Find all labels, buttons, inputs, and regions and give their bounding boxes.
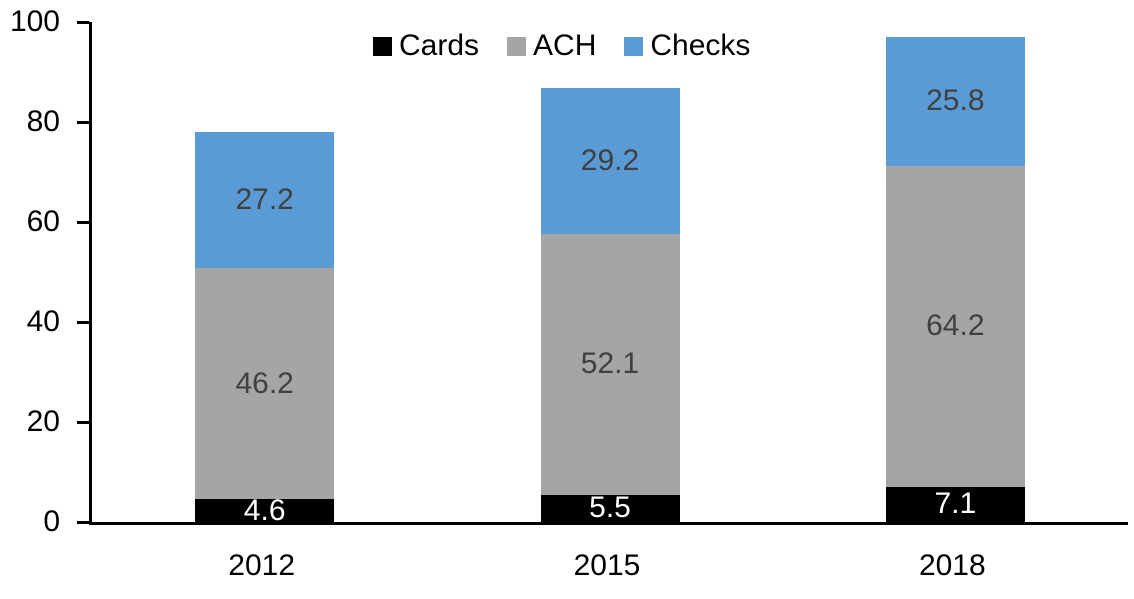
legend-item-checks: Checks [624,30,750,62]
cards-swatch-icon [373,36,392,56]
y-axis-tick [77,20,89,24]
bar-segment-value: 5.5 [589,491,631,525]
bar-2012: 4.6 46.2 27.2 [195,132,335,525]
bar-segment-value: 7.1 [934,487,977,521]
bar-segment-value: 27.2 [235,183,294,216]
legend: Cards ACH Checks [373,30,750,62]
legend-item-cards: Cards [373,30,479,62]
bar-segment-checks: 29.2 [540,88,680,234]
legend-item-ach: ACH [507,30,596,62]
y-axis-tick-label: 20 [26,405,60,438]
y-axis-tick [77,320,89,324]
bar-segment-value: 4.6 [243,493,286,527]
y-axis-tick-label: 0 [43,505,60,538]
bar-segment-value: 29.2 [580,144,640,177]
legend-label-cards: Cards [399,29,480,62]
checks-swatch-icon [624,36,644,56]
plot-area: 4.6 46.2 27.2 5.5 52.1 29.2 7.1 64.2 25.8 [89,22,1128,525]
legend-label-checks: Checks [650,29,751,62]
y-axis-tick-label: 60 [26,205,60,238]
bar-segment-ach: 46.2 [195,268,335,499]
ach-swatch-icon [507,36,527,56]
y-axis-tick-label: 40 [26,305,60,338]
y-axis-tick [77,220,89,224]
y-axis-tick-label: 80 [26,105,60,138]
bar-segment-ach: 64.2 [885,165,1025,487]
legend-label-ach: ACH [533,29,597,62]
bar-segment-ach: 52.1 [540,234,680,495]
bar-segment-checks: 25.8 [885,36,1025,166]
x-axis-label: 2018 [918,549,986,582]
y-axis-tick-label: 100 [9,5,60,38]
bar-segment-cards: 5.5 [540,491,680,525]
y-axis-tick [77,520,89,524]
bar-segment-cards: 7.1 [885,486,1025,522]
y-axis-tick [77,120,89,124]
bar-segment-value: 46.2 [235,366,294,400]
bar-2018: 7.1 64.2 25.8 [885,36,1025,522]
bar-segment-checks: 27.2 [195,132,335,268]
x-axis-label: 2012 [228,549,296,582]
x-axis-label: 2015 [573,549,641,582]
bar-segment-value: 64.2 [926,309,985,342]
y-axis-tick [77,420,89,424]
bar-segment-cards: 4.6 [195,495,335,525]
bar-2015: 5.5 52.1 29.2 [540,88,680,525]
bar-segment-value: 52.1 [580,347,640,381]
bar-segment-value: 25.8 [926,84,985,117]
